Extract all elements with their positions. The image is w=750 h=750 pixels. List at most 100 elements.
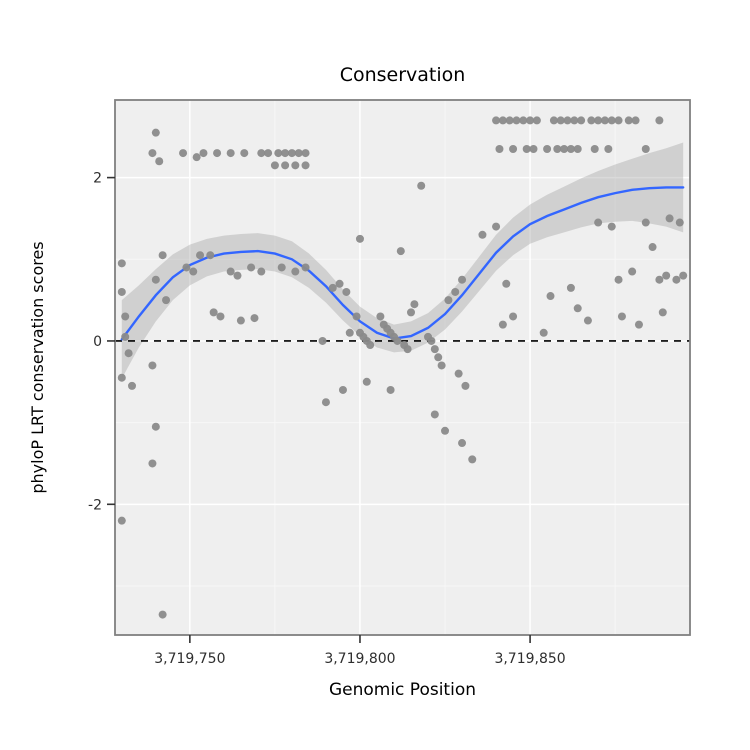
data-point <box>345 328 354 337</box>
data-point <box>281 161 290 170</box>
data-point <box>301 161 310 170</box>
data-point <box>566 283 575 292</box>
data-point <box>240 149 249 158</box>
data-point <box>318 336 327 345</box>
data-point <box>376 312 385 321</box>
data-point <box>512 116 521 125</box>
data-point <box>498 116 507 125</box>
data-point <box>321 398 330 407</box>
data-point <box>192 153 201 162</box>
data-point <box>478 230 487 239</box>
data-point <box>417 181 426 190</box>
data-point <box>117 259 126 268</box>
data-point <box>427 336 436 345</box>
data-point <box>509 145 518 154</box>
panel-background <box>115 100 690 635</box>
data-point <box>407 308 416 317</box>
data-point <box>430 410 439 419</box>
data-point <box>264 149 273 158</box>
data-point <box>526 116 535 125</box>
data-point <box>366 341 375 350</box>
data-point <box>519 116 528 125</box>
x-axis-title: Genomic Position <box>328 680 477 700</box>
data-point <box>468 455 477 464</box>
data-point <box>641 218 650 227</box>
data-point <box>233 271 242 280</box>
data-point <box>451 287 460 296</box>
data-point <box>270 161 279 170</box>
data-point <box>444 296 453 305</box>
data-point <box>532 116 541 125</box>
data-point <box>121 332 130 341</box>
data-point <box>566 145 575 154</box>
data-point <box>213 149 222 158</box>
data-point <box>505 116 514 125</box>
data-point <box>560 145 569 154</box>
data-point <box>437 361 446 370</box>
data-point <box>624 116 633 125</box>
data-point <box>291 161 300 170</box>
data-point <box>594 116 603 125</box>
data-point <box>662 271 671 280</box>
data-point <box>549 116 558 125</box>
data-point <box>655 116 664 125</box>
data-point <box>509 312 518 321</box>
data-point <box>209 308 218 317</box>
data-point <box>590 145 599 154</box>
data-point <box>148 361 157 370</box>
data-point <box>362 377 371 386</box>
data-point <box>274 149 283 158</box>
data-point <box>675 218 684 227</box>
data-point <box>155 157 164 166</box>
data-point <box>441 426 450 435</box>
data-point <box>236 316 245 325</box>
data-point <box>587 116 596 125</box>
data-point <box>117 516 126 525</box>
data-point <box>216 312 225 321</box>
data-point <box>158 251 167 260</box>
data-point <box>655 275 664 284</box>
data-point <box>128 381 137 390</box>
data-point <box>458 439 467 448</box>
data-point <box>614 116 623 125</box>
data-point <box>665 214 674 223</box>
confidence-ribbon <box>121 142 684 379</box>
data-point <box>277 263 286 272</box>
data-point <box>338 385 347 394</box>
data-point <box>492 116 501 125</box>
data-point <box>604 145 613 154</box>
data-point <box>158 610 167 619</box>
data-point <box>179 149 188 158</box>
data-point <box>355 234 364 243</box>
data-point <box>151 128 160 137</box>
data-point <box>556 116 565 125</box>
data-point <box>594 218 603 227</box>
data-point <box>672 275 681 284</box>
data-point <box>543 145 552 154</box>
data-point <box>335 279 344 288</box>
data-point <box>342 287 351 296</box>
y-axis-title: phyloP LRT conservation scores <box>28 241 47 494</box>
plot-title: Conservation <box>339 64 466 86</box>
data-point <box>492 222 501 231</box>
data-point <box>199 149 208 158</box>
data-point <box>189 267 198 276</box>
data-point <box>393 336 402 345</box>
data-point <box>121 312 130 321</box>
data-point <box>291 267 300 276</box>
data-point <box>301 263 310 272</box>
data-point <box>563 116 572 125</box>
data-point <box>148 149 157 158</box>
data-point <box>206 251 215 260</box>
data-point <box>226 149 235 158</box>
data-point <box>641 145 650 154</box>
data-point <box>458 275 467 284</box>
data-point <box>396 247 405 256</box>
data-point <box>454 369 463 378</box>
data-point <box>410 300 419 309</box>
data-point <box>658 308 667 317</box>
y-tick-label: -2 <box>88 497 102 513</box>
data-point <box>257 267 266 276</box>
